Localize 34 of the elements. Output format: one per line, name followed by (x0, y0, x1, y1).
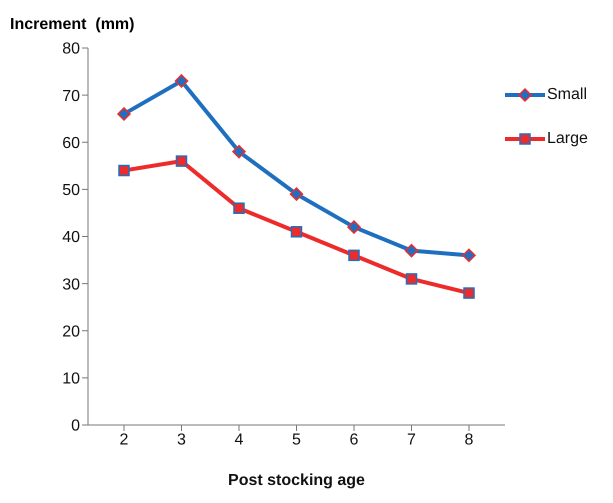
x-axis-title: Post stocking age (228, 472, 366, 489)
y-tick-label: 40 (62, 229, 80, 246)
point (406, 273, 418, 285)
point (347, 220, 361, 234)
x-tick-label: 5 (292, 431, 302, 448)
x-tick-label: 7 (407, 431, 416, 448)
point (176, 155, 188, 167)
y-tick-label: 70 (62, 88, 80, 105)
legend-label: Large (547, 130, 588, 148)
y-tick-label: 10 (62, 370, 80, 388)
x-tick-label: 6 (350, 431, 359, 448)
point (290, 226, 302, 238)
point (463, 287, 475, 299)
y-tick-label: 20 (62, 323, 80, 340)
y-tick-label: 0 (71, 418, 80, 435)
point (233, 202, 245, 214)
point (232, 144, 246, 158)
y-tick-label: 50 (62, 182, 80, 200)
x-tick-label: 3 (177, 431, 186, 448)
x-tick-label: 4 (234, 431, 244, 448)
y-axis-title: Increment (mm) (10, 16, 134, 34)
y-tick-label: 30 (62, 276, 80, 294)
point (348, 250, 360, 262)
legend-label: Small (547, 86, 588, 104)
point (117, 107, 131, 121)
y-tick-label: 80 (62, 40, 80, 58)
x-tick-label: 2 (120, 431, 129, 448)
x-tick-label: 8 (464, 431, 474, 448)
point (174, 74, 188, 88)
point (462, 248, 476, 262)
point (290, 187, 304, 201)
point (404, 244, 418, 258)
point (118, 164, 130, 176)
y-tick-label: 60 (62, 134, 80, 152)
